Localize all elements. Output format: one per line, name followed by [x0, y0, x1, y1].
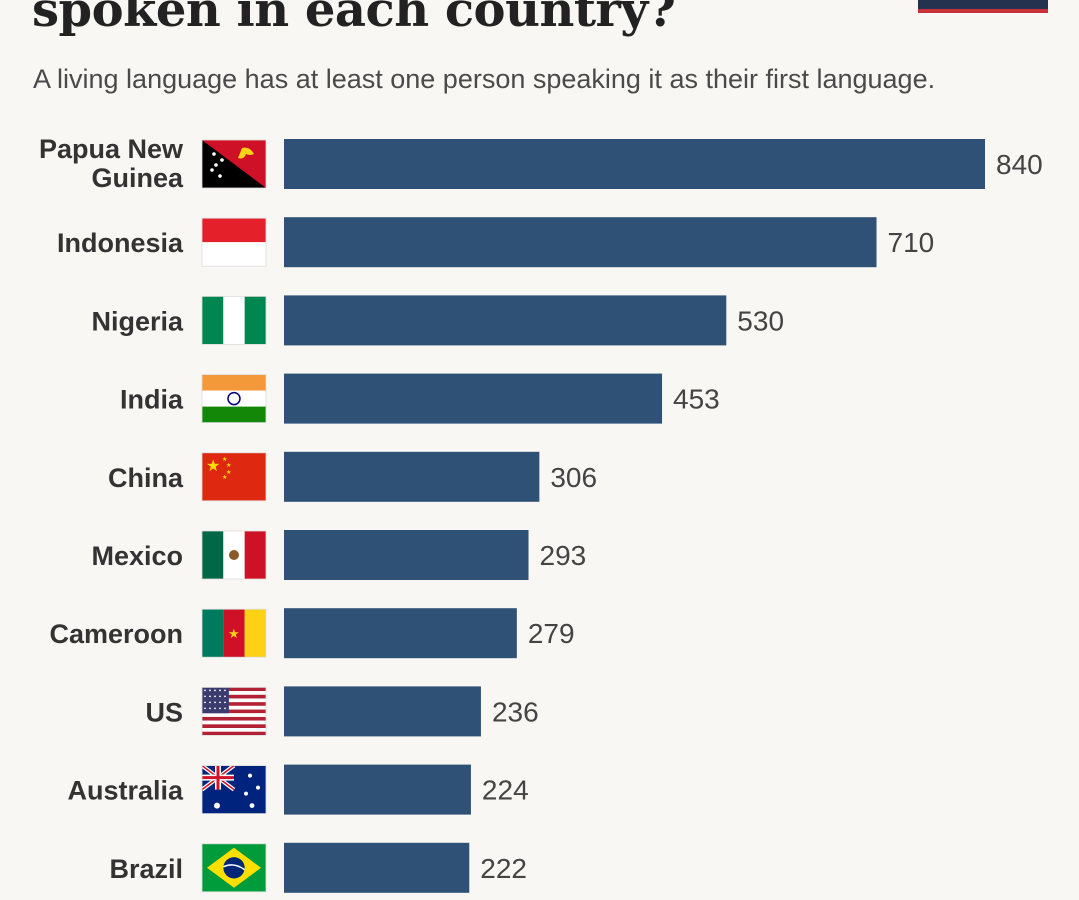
country-label: Australia [67, 776, 184, 806]
value-label: 710 [888, 227, 935, 258]
chart-title: spoken in each country? [32, 0, 676, 38]
country-label: Indonesia [57, 228, 184, 258]
bar-indonesia [284, 217, 877, 268]
cameroon-flag-icon: ★ [201, 608, 267, 658]
value-label: 306 [550, 462, 597, 493]
chart-subtitle: A living language has at least one perso… [33, 64, 936, 94]
value-label: 279 [528, 618, 575, 649]
australia-flag-icon [201, 765, 267, 814]
country-label: Brazil [109, 854, 183, 884]
bar-mexico [284, 530, 529, 580]
country-label: Mexico [91, 541, 183, 571]
value-label: 222 [480, 853, 527, 884]
nigeria-flag-icon [201, 295, 267, 345]
bar-australia [284, 764, 471, 815]
bar-nigeria [284, 295, 727, 346]
svg-text:★: ★ [228, 627, 240, 642]
accent-red-stripe [918, 9, 1048, 13]
india-flag-icon [201, 374, 267, 424]
svg-text:★: ★ [226, 462, 231, 469]
bar-cameroon [284, 608, 517, 659]
country-label: Cameroon [49, 619, 183, 649]
svg-text:★: ★ [222, 456, 227, 463]
svg-text:★: ★ [226, 469, 231, 476]
svg-text:★: ★ [206, 456, 220, 475]
accent-navy-stripe [918, 0, 1048, 9]
bar-india [284, 373, 663, 424]
svg-text:★: ★ [222, 474, 227, 481]
value-label: 293 [540, 540, 587, 571]
bar-china [284, 451, 540, 502]
bar-brazil [284, 842, 470, 893]
country-label: Nigeria [91, 306, 184, 336]
country-label: Papua New Guinea [39, 134, 184, 193]
value-label: 224 [482, 775, 529, 806]
indonesia-flag-icon [201, 217, 267, 267]
mexico-flag-icon [201, 530, 267, 580]
country-label: China [108, 463, 184, 493]
country-label: US [145, 697, 183, 727]
brazil-flag-icon [201, 843, 267, 893]
papua-new-guinea-flag-icon [201, 139, 267, 189]
bar-us [284, 686, 481, 737]
us-flag-icon [201, 687, 267, 736]
top-right-accent-block [918, 0, 1048, 14]
value-label: 453 [673, 384, 720, 415]
value-label: 530 [737, 305, 784, 336]
country-label: India [120, 385, 184, 415]
value-label: 236 [492, 696, 539, 727]
china-flag-icon: ★ ★★★★ [201, 452, 267, 502]
value-label: 840 [996, 149, 1043, 180]
bar-papua-new-guinea [284, 139, 985, 189]
